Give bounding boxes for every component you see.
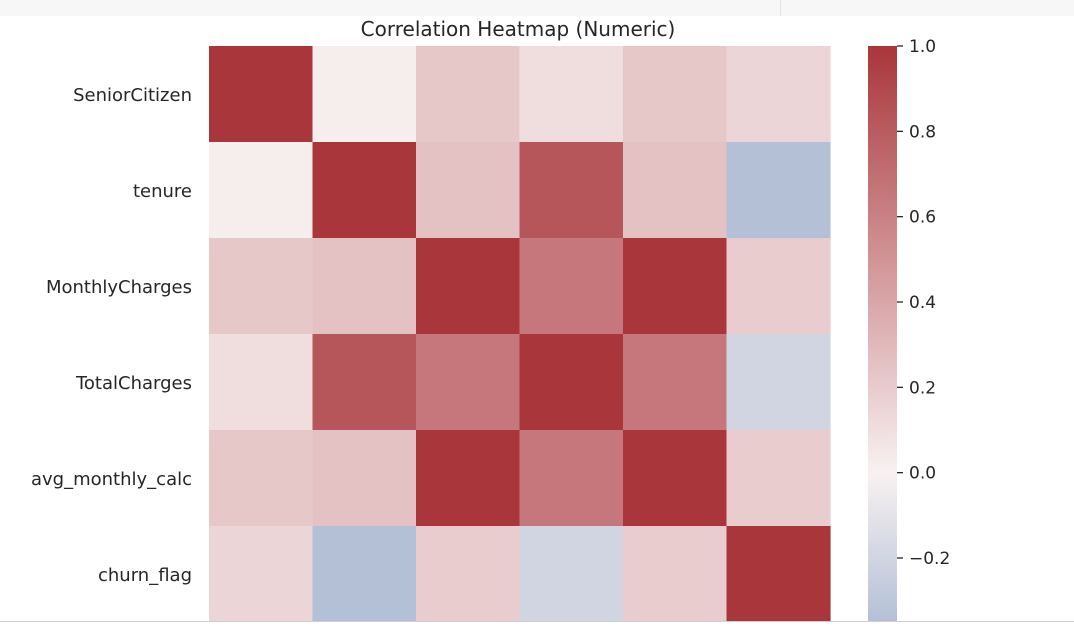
colorbar: [868, 46, 897, 622]
heatmap-cell-tenure-MonthlyCharges: [416, 142, 521, 239]
colorbar-tick-label: 0.6: [909, 208, 936, 228]
heatmap-cell-churn_flag-SeniorCitizen: [209, 526, 314, 623]
heatmap-cell-avg_monthly_calc-tenure: [312, 430, 417, 527]
bottom-divider: [0, 621, 1074, 622]
heatmap-cell-tenure-TotalCharges: [519, 142, 624, 239]
heatmap-cell-avg_monthly_calc-MonthlyCharges: [416, 430, 521, 527]
heatmap-cell-avg_monthly_calc-TotalCharges: [519, 430, 624, 527]
heatmap-cell-TotalCharges-tenure: [312, 334, 417, 431]
heatmap-cells: [209, 46, 831, 623]
heatmap-cell-SeniorCitizen-MonthlyCharges: [416, 46, 521, 143]
heatmap-cell-avg_monthly_calc-avg_monthly_calc: [623, 430, 728, 527]
row-label: tenure: [133, 181, 192, 202]
chart-title: Correlation Heatmap (Numeric): [361, 17, 676, 41]
row-label: SeniorCitizen: [73, 85, 192, 106]
heatmap-cell-MonthlyCharges-SeniorCitizen: [209, 238, 314, 335]
heatmap-cell-avg_monthly_calc-SeniorCitizen: [209, 430, 314, 527]
heatmap-cell-TotalCharges-avg_monthly_calc: [623, 334, 728, 431]
top-toolbar-strip: [0, 0, 1074, 16]
heatmap-cell-TotalCharges-churn_flag: [726, 334, 831, 431]
heatmap-cell-SeniorCitizen-churn_flag: [726, 46, 831, 143]
colorbar-tick-label: 0.0: [909, 464, 936, 484]
heatmap-cell-SeniorCitizen-SeniorCitizen: [209, 46, 314, 143]
heatmap-cell-MonthlyCharges-churn_flag: [726, 238, 831, 335]
colorbar-tick-label: 0.8: [909, 122, 936, 142]
heatmap-cell-churn_flag-tenure: [312, 526, 417, 623]
heatmap-cell-churn_flag-avg_monthly_calc: [623, 526, 728, 623]
row-labels: SeniorCitizen tenure MonthlyCharges TotalCh…: [31, 85, 192, 586]
colorbar-tick-label: 0.4: [909, 293, 936, 313]
bottom-strip: [0, 622, 1074, 629]
colorbar-tick-label: 1.0: [909, 37, 936, 57]
row-label: avg_monthly_calc: [31, 469, 192, 490]
row-label: MonthlyCharges: [46, 277, 192, 298]
heatmap-cell-SeniorCitizen-TotalCharges: [519, 46, 624, 143]
heatmap-cell-MonthlyCharges-TotalCharges: [519, 238, 624, 335]
row-label: churn_flag: [98, 565, 192, 586]
heatmap-cell-churn_flag-MonthlyCharges: [416, 526, 521, 623]
heatmap-cell-avg_monthly_calc-churn_flag: [726, 430, 831, 527]
colorbar-tick-label: −0.2: [909, 549, 950, 569]
heatmap-cell-tenure-avg_monthly_calc: [623, 142, 728, 239]
row-label: TotalCharges: [75, 373, 192, 394]
heatmap-cell-churn_flag-churn_flag: [726, 526, 831, 623]
heatmap-cell-tenure-churn_flag: [726, 142, 831, 239]
heatmap-cell-TotalCharges-MonthlyCharges: [416, 334, 521, 431]
heatmap-cell-SeniorCitizen-avg_monthly_calc: [623, 46, 728, 143]
heatmap-cell-churn_flag-TotalCharges: [519, 526, 624, 623]
heatmap-cell-SeniorCitizen-tenure: [312, 46, 417, 143]
heatmap-cell-TotalCharges-TotalCharges: [519, 334, 624, 431]
heatmap-cell-TotalCharges-SeniorCitizen: [209, 334, 314, 431]
heatmap-cell-tenure-SeniorCitizen: [209, 142, 314, 239]
heatmap-cell-tenure-tenure: [312, 142, 417, 239]
toolbar-divider: [780, 0, 781, 16]
colorbar-tick-label: 0.2: [909, 378, 936, 398]
heatmap-cell-MonthlyCharges-avg_monthly_calc: [623, 238, 728, 335]
heatmap-cell-MonthlyCharges-tenure: [312, 238, 417, 335]
heatmap-cell-MonthlyCharges-MonthlyCharges: [416, 238, 521, 335]
colorbar-ticks: 1.0 0.8 0.6 0.4 0.2 0.0 −0.2: [897, 37, 950, 569]
